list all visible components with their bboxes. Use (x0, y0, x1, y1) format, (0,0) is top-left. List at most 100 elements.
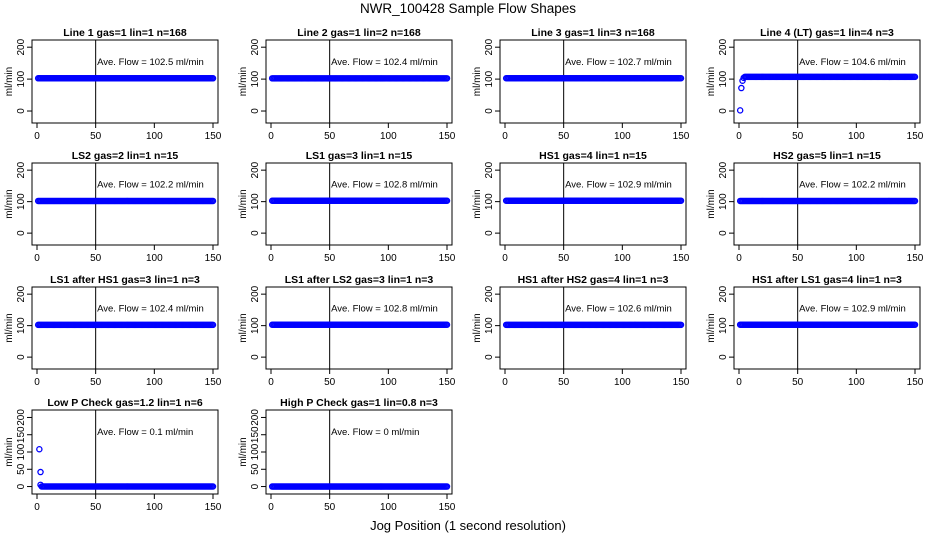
x-tick-label: 50 (558, 253, 570, 264)
panel-5: LS2 gas=2 lin=1 n=15 0 50 100 150 0 100 200ml/m… (4, 150, 222, 264)
y-tick-label: 200 (250, 285, 261, 302)
x-tick-label: 50 (792, 377, 804, 388)
x-tick-label: 150 (205, 502, 222, 513)
panel-9: LS1 after HS1 gas=3 lin=1 n=3 0 50 100 150 0 1… (4, 274, 222, 388)
x-tick-label: 0 (268, 377, 274, 388)
y-tick-label: 0 (250, 483, 261, 489)
x-tick-label: 100 (380, 502, 397, 513)
y-tick-label: 200 (484, 38, 495, 55)
data-point (911, 197, 919, 205)
data-point (209, 483, 217, 490)
y-tick-label: 100 (718, 317, 729, 334)
panel-title: Line 1 gas=1 lin=1 n=168 (63, 27, 187, 39)
y-tick-label: 0 (16, 230, 27, 236)
y-tick-label: 100 (250, 317, 261, 334)
data-point (209, 197, 217, 205)
y-tick-label: 0 (250, 108, 261, 114)
flow-points (736, 197, 919, 205)
plot-frame (265, 409, 453, 495)
x-tick-label: 0 (34, 377, 40, 388)
data-point (677, 321, 685, 329)
x-tick-label: 50 (324, 502, 336, 513)
y-tick-label: 150 (250, 426, 261, 443)
x-tick-label: 150 (439, 131, 456, 142)
panel-title: Low P Check gas=1.2 lin=1 n=6 (47, 397, 202, 409)
flow-points (36, 445, 217, 490)
plot-frame (733, 162, 921, 246)
x-tick-label: 0 (268, 131, 274, 142)
y-axis-label: ml/min (238, 313, 249, 342)
data-point (443, 197, 451, 205)
y-tick-label: 200 (484, 285, 495, 302)
x-tick-label: 0 (34, 253, 40, 264)
y-axis-label: ml/min (238, 437, 249, 466)
y-tick-label: 0 (250, 354, 261, 360)
x-tick-label: 100 (146, 377, 163, 388)
y-tick-label: 0 (484, 230, 495, 236)
x-tick-label: 0 (502, 131, 508, 142)
x-tick-label: 50 (792, 131, 804, 142)
flow-points (502, 197, 685, 204)
x-tick-label: 100 (848, 377, 865, 388)
panel-title: Line 3 gas=1 lin=3 n=168 (531, 27, 655, 39)
x-axis-label: Jog Position (1 second resolution) (370, 518, 566, 533)
plot-frame (31, 39, 219, 124)
x-tick-label: 150 (205, 131, 222, 142)
y-tick-label: 100 (16, 193, 27, 210)
y-axis-label: ml/min (238, 67, 249, 96)
x-tick-label: 150 (673, 131, 690, 142)
y-tick-label: 150 (16, 426, 27, 443)
x-tick-label: 150 (205, 377, 222, 388)
y-axis-label: ml/min (706, 67, 717, 96)
data-point (740, 74, 747, 82)
plot-frame (31, 286, 219, 370)
flow-points (268, 75, 451, 82)
x-tick-label: 50 (324, 253, 336, 264)
flow-points (34, 321, 217, 329)
x-tick-label: 50 (324, 131, 336, 142)
x-tick-label: 100 (146, 502, 163, 513)
y-tick-label: 100 (250, 193, 261, 210)
y-axis-label: ml/min (4, 189, 15, 218)
average-flow-label: Ave. Flow = 102.8 ml/min (331, 180, 438, 191)
panel-12: HS1 after LS1 gas=4 lin=1 n=3 0 50 100 150 0 1… (706, 274, 924, 388)
y-tick-label: 0 (250, 230, 261, 236)
y-axis-label: ml/min (472, 313, 483, 342)
data-point (443, 483, 451, 490)
x-tick-label: 0 (34, 502, 40, 513)
flow-points (34, 197, 217, 205)
y-tick-label: 0 (718, 108, 729, 114)
y-tick-label: 0 (16, 108, 27, 114)
x-tick-label: 0 (502, 377, 508, 388)
average-flow-label: Ave. Flow = 102.6 ml/min (565, 304, 672, 315)
x-tick-label: 0 (736, 377, 742, 388)
panel-7: HS1 gas=4 lin=1 n=15 0 50 100 150 0 100 200ml/m… (472, 150, 690, 264)
x-tick-label: 0 (34, 131, 40, 142)
y-tick-label: 200 (718, 285, 729, 302)
panel-14: High P Check gas=1 lin=0.8 n=30 50 100 1500… (238, 397, 456, 513)
y-axis-label: ml/min (4, 67, 15, 96)
x-tick-label: 50 (90, 253, 102, 264)
data-point (209, 321, 217, 329)
data-point (443, 75, 451, 82)
y-tick-label: 100 (250, 70, 261, 87)
y-tick-label: 0 (484, 354, 495, 360)
x-tick-label: 100 (614, 253, 631, 264)
panel-6: LS1 gas=3 lin=1 n=15 0 50 100 150 0 100 200ml/m… (238, 150, 456, 264)
panel-title: Line 4 (LT) gas=1 lin=4 n=3 (760, 27, 894, 39)
panel-title: LS1 after LS2 gas=3 lin=1 n=3 (285, 274, 434, 286)
flow-points (502, 321, 685, 329)
panel-3: Line 3 gas=1 lin=3 n=168 0 50 100 150 0 100 200… (472, 27, 690, 142)
y-tick-label: 200 (250, 38, 261, 55)
average-flow-label: Ave. Flow = 102.2 ml/min (799, 180, 906, 191)
x-tick-label: 0 (502, 253, 508, 264)
y-tick-label: 200 (718, 38, 729, 55)
y-tick-label: 0 (718, 354, 729, 360)
data-point (738, 84, 745, 92)
x-tick-label: 50 (324, 377, 336, 388)
x-tick-label: 100 (146, 253, 163, 264)
data-point (443, 321, 451, 329)
y-tick-label: 50 (16, 463, 27, 475)
y-axis-label: ml/min (238, 189, 249, 218)
y-tick-label: 100 (484, 193, 495, 210)
